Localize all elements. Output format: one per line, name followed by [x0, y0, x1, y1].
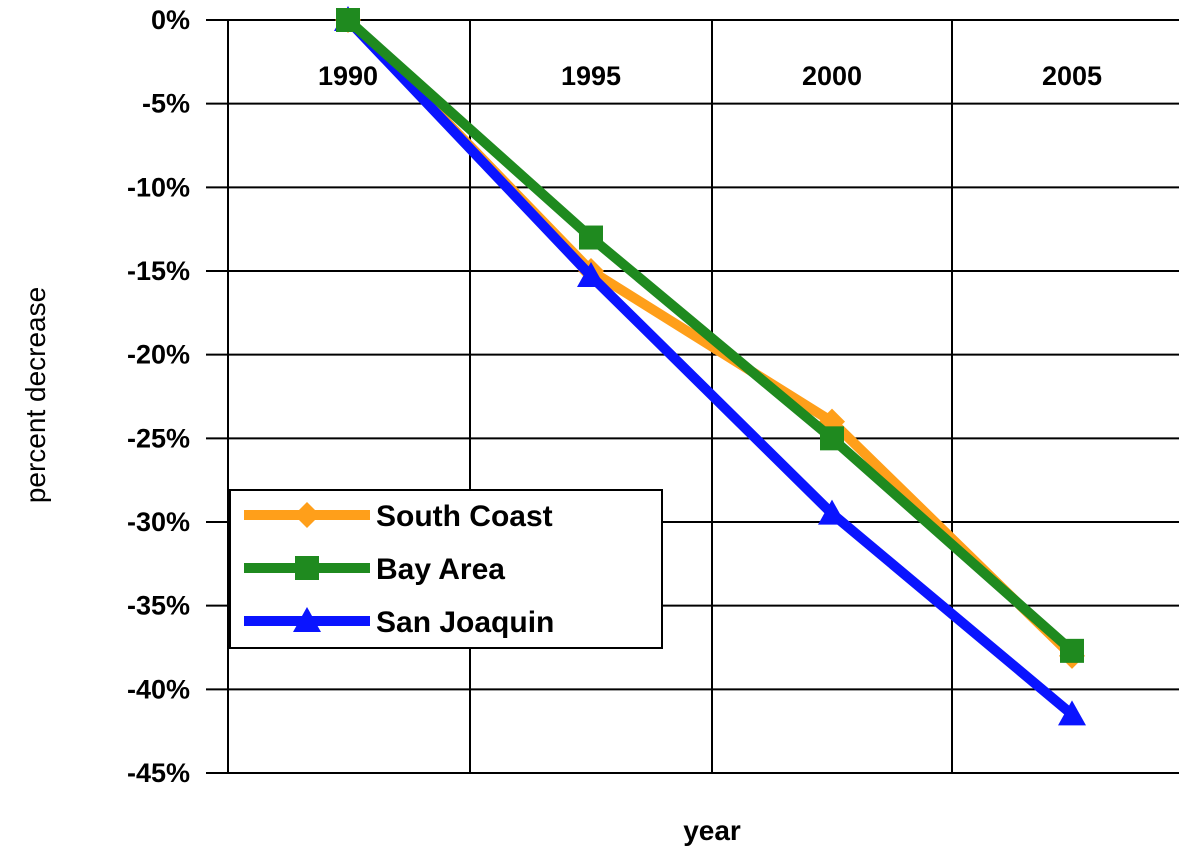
- series-line-san-joaquin: [343, 15, 1077, 720]
- y-axis-tick-labels: 0% -5% -10% -15% -20% -25% -30% -35% -40% -45%: [127, 5, 190, 788]
- y-axis-title: percent decrease: [20, 287, 51, 503]
- x-tick-label: 1990: [318, 61, 378, 91]
- x-tick-label: 2000: [802, 61, 862, 91]
- legend-marker-san-joaquin: [293, 607, 321, 632]
- legend: South Coast Bay Area San Joaquin: [229, 489, 663, 649]
- legend-label-south-coast: South Coast: [376, 500, 553, 533]
- x-axis-tick-labels: 1990 1995 2000 2005: [318, 61, 1102, 91]
- y-tick-label: -10%: [127, 172, 190, 202]
- legend-label-bay-area: Bay Area: [376, 553, 505, 586]
- y-tick-label: -30%: [127, 507, 190, 537]
- series-lines: [334, 6, 1086, 726]
- x-tick-label: 1995: [561, 61, 621, 91]
- y-tick-label: -20%: [127, 340, 190, 370]
- data-point-san-joaquin: [577, 262, 605, 288]
- data-point-bay-area: [579, 225, 603, 250]
- series-line-bay-area: [343, 15, 1077, 656]
- y-tick-label: -5%: [142, 89, 190, 119]
- x-axis-title: year: [683, 815, 741, 846]
- y-tick-label: -35%: [127, 591, 190, 621]
- y-tick-label: 0%: [151, 5, 190, 35]
- grid: [206, 19, 1179, 774]
- data-point-san-joaquin: [818, 499, 846, 525]
- legend-label-san-joaquin: San Joaquin: [376, 606, 554, 639]
- data-point-bay-area: [336, 8, 360, 32]
- x-tick-label: 2005: [1042, 61, 1102, 91]
- legend-marker-bay-area: [295, 556, 319, 580]
- legend-marker-south-coast: [294, 502, 320, 528]
- y-tick-label: -45%: [127, 758, 190, 788]
- data-point-bay-area: [1060, 638, 1084, 663]
- y-tick-label: -40%: [127, 674, 190, 704]
- data-point-bay-area: [820, 426, 844, 451]
- y-tick-label: -25%: [127, 423, 190, 453]
- data-point-san-joaquin: [1058, 700, 1086, 726]
- y-tick-label: -15%: [127, 256, 190, 286]
